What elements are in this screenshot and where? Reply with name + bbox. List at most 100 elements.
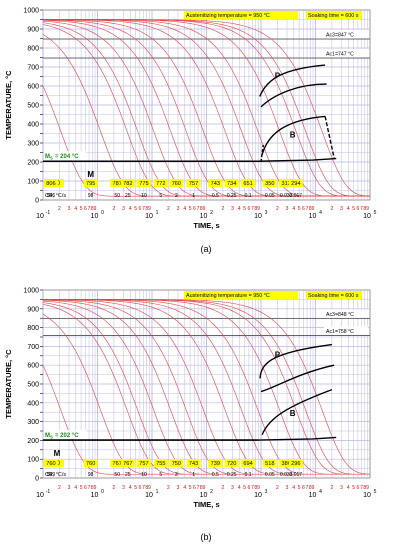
hv-value: 739: [211, 461, 220, 467]
x-minor-tick-label: 5: [298, 206, 301, 212]
hv-value: 760: [86, 461, 95, 467]
hv-value: 350: [265, 181, 274, 187]
y-axis-label: TEMPERATURE, °C: [4, 70, 13, 140]
cr-value: 50: [114, 193, 120, 199]
bainite-finish-dashed: [324, 116, 335, 159]
x-minor-tick-label: 2: [331, 485, 334, 491]
x-minor-tick-label: 4: [183, 206, 186, 212]
x-minor-tick-label: 6: [139, 485, 142, 491]
x-minor-tick-label: 2: [167, 206, 170, 212]
y-tick-label: 300: [27, 141, 39, 148]
x-decade-label: 10: [145, 492, 153, 499]
x-minor-tick-label: 2: [331, 206, 334, 212]
cr-value: 0.05: [265, 472, 275, 478]
x-axis-label: TIME, s: [193, 500, 219, 509]
cr-value: 0.033: [280, 193, 293, 199]
cr-value: 1: [192, 193, 195, 199]
x-minor-tick-label: 4: [292, 485, 295, 491]
hv-value-bg: [136, 459, 151, 467]
austenitizing-label: Austenitizing temperature = 950 °C: [186, 13, 270, 19]
hv-value-bg: [208, 179, 223, 187]
x-minor-tick-label: 2: [58, 206, 61, 212]
x-minor-tick-label: 3: [177, 485, 180, 491]
cr-value: 0.017: [290, 193, 303, 199]
y-tick-label: 800: [27, 325, 39, 332]
y-tick-label: 600: [27, 84, 39, 91]
x-minor-tick-label: 9: [203, 485, 206, 491]
cr-value: 25: [125, 472, 131, 478]
x-minor-tick-label: 9: [366, 485, 369, 491]
hv-value-bg: [169, 179, 184, 187]
x-decade-label: 10: [200, 492, 208, 499]
hv-value-bg: [262, 459, 277, 467]
x-minor-tick-label: 8: [200, 206, 203, 212]
soaking-label: Soaking time = 600 s: [308, 293, 359, 299]
x-minor-tick-label: 6: [357, 206, 360, 212]
x-decade-label: 10: [91, 492, 99, 499]
x-minor-tick-label: 5: [134, 206, 137, 212]
ms-label-bg: [44, 151, 86, 161]
ms-subscript: S: [50, 435, 53, 440]
y-tick-label: 1000: [23, 8, 39, 15]
cr-value: 50: [114, 472, 120, 478]
x-minor-tick-label: 6: [193, 485, 196, 491]
x-minor-tick-label: 5: [243, 485, 246, 491]
bainite-start-curve: [261, 115, 326, 155]
ac1-label-bg: [324, 326, 368, 335]
x-decade-exponent: 3: [265, 489, 268, 495]
x-minor-tick-label: 6: [248, 206, 251, 212]
x-minor-tick-label: 9: [257, 206, 260, 212]
hv-value-bg: [241, 179, 256, 187]
ms-value: = 202 °C: [55, 433, 79, 439]
x-minor-tick-label: 4: [183, 485, 186, 491]
y-tick-label: 100: [27, 179, 39, 186]
y-tick-label: 900: [27, 27, 39, 34]
hv-value-bg: [120, 179, 135, 187]
x-minor-tick-label: 3: [286, 485, 289, 491]
y-tick-label: 600: [27, 363, 39, 370]
x-minor-tick-label: 5: [352, 485, 355, 491]
x-minor-tick-label: 6: [139, 206, 142, 212]
pearlite-finish-curve: [260, 83, 327, 108]
region-label-bainite: B: [290, 130, 296, 139]
x-minor-tick-label: 5: [80, 485, 83, 491]
hv-value-bg: [153, 459, 168, 467]
hv-value-bg: [136, 179, 151, 187]
x-minor-tick-label: 4: [238, 206, 241, 212]
hv-value-bg: [186, 459, 201, 467]
ms-symbol: M: [45, 433, 50, 439]
pearlite-start-curve: [259, 343, 332, 379]
hv-value: 651: [243, 181, 252, 187]
cr-value: 98: [88, 193, 94, 199]
x-minor-tick-label: 5: [189, 485, 192, 491]
x-decade-exponent: 2: [210, 210, 213, 216]
x-minor-tick-label: 7: [142, 206, 145, 212]
ms-label: M S = 204 °C: [44, 151, 86, 161]
hv-value: 743: [211, 181, 220, 187]
cr-value: 586: [47, 193, 56, 199]
x-axis-label: TIME, s: [193, 221, 219, 230]
panel-caption: (b): [201, 532, 212, 542]
x-minor-tick-label: 9: [148, 206, 151, 212]
x-decade-label: 10: [36, 492, 44, 499]
x-minor-tick-label: 3: [340, 485, 343, 491]
hv-value: 743: [189, 461, 198, 467]
cr-value: 2: [175, 472, 178, 478]
x-minor-tick-label: 2: [222, 485, 225, 491]
region-label-bainite: B: [290, 409, 296, 418]
ms-symbol: M: [45, 154, 50, 160]
x-decade-exponent: -1: [46, 489, 51, 495]
x-minor-tick-label: 7: [251, 485, 254, 491]
bainite-finish-line: [258, 436, 337, 441]
x-minor-tick-label: 5: [352, 206, 355, 212]
cr-value: 0.017: [290, 472, 303, 478]
x-minor-tick-label: 7: [306, 206, 309, 212]
ms-subscript: S: [50, 156, 53, 161]
y-axis-label: TEMPERATURE, °C: [4, 349, 13, 419]
hv-value-bg: [279, 459, 294, 467]
x-minor-tick-label: 3: [68, 485, 71, 491]
x-minor-tick-label: 3: [68, 206, 71, 212]
hv-value-bg: [110, 459, 125, 467]
x-decade-exponent: 5: [374, 210, 377, 216]
